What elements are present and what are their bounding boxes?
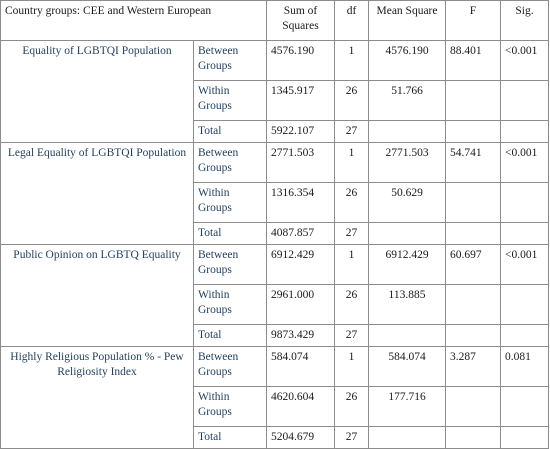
f-cell: 54.741 <box>445 142 501 183</box>
sig-cell <box>500 426 549 449</box>
sig-cell <box>500 80 549 121</box>
f-cell <box>445 426 501 449</box>
f-cell <box>445 80 501 121</box>
source-label: Within Groups <box>193 386 267 427</box>
table-row: Total 4087.857 27 <box>1 222 549 245</box>
sig-cell <box>500 324 549 347</box>
df-cell: 1 <box>334 40 369 81</box>
mean-square-cell: 50.629 <box>368 182 446 223</box>
f-cell <box>445 284 501 325</box>
mean-square-cell: 4576.190 <box>368 40 446 81</box>
table-row: Legal Equality of LGBTQI Population Betw… <box>0 142 549 245</box>
source-label: Between Groups <box>193 142 267 183</box>
sum-of-squares-cell: 5204.679 <box>266 426 335 449</box>
source-label: Total <box>193 324 267 347</box>
sig-cell: 0.081 <box>500 346 549 387</box>
variable-label: Legal Equality of LGBTQI Population <box>0 142 194 245</box>
source-label: Between Groups <box>193 346 267 387</box>
header-mean-square: Mean Square <box>368 0 446 41</box>
mean-square-cell: 6912.429 <box>368 244 446 285</box>
variable-label: Equality of LGBTQI Population <box>0 40 194 143</box>
source-label: Within Groups <box>193 182 267 223</box>
sum-of-squares-cell: 1345.917 <box>266 80 335 121</box>
df-cell: 1 <box>334 142 369 183</box>
df-cell: 1 <box>334 244 369 285</box>
df-cell: 26 <box>334 386 369 427</box>
table-caption: Country groups: CEE and Western European <box>0 0 267 41</box>
df-cell: 27 <box>334 426 369 449</box>
header-f: F <box>445 0 501 41</box>
source-label: Total <box>193 222 267 245</box>
table-row: Highly Religious Population % - Pew Reli… <box>0 346 549 449</box>
sum-of-squares-cell: 4087.857 <box>266 222 335 245</box>
source-label: Between Groups <box>193 40 267 81</box>
sig-cell <box>500 222 549 245</box>
sum-of-squares-cell: 2771.503 <box>266 142 335 183</box>
f-cell: 3.287 <box>445 346 501 387</box>
df-cell: 27 <box>334 324 369 347</box>
mean-square-cell: 51.766 <box>368 80 446 121</box>
mean-square-cell: 2771.503 <box>368 142 446 183</box>
source-label: Between Groups <box>193 244 267 285</box>
sig-cell: <0.001 <box>500 244 549 285</box>
source-label: Total <box>193 426 267 449</box>
mean-square-cell <box>368 426 446 449</box>
table-row: Within Groups 1316.354 26 50.629 <box>1 182 549 223</box>
sum-of-squares-cell: 5922.107 <box>266 120 335 143</box>
header-df: df <box>334 0 369 41</box>
mean-square-cell <box>368 222 446 245</box>
table-row: Public Opinion on LGBTQ Equality Between… <box>0 244 549 347</box>
sum-of-squares-cell: 4576.190 <box>266 40 335 81</box>
f-cell <box>445 324 501 347</box>
df-cell: 27 <box>334 120 369 143</box>
variable-label: Public Opinion on LGBTQ Equality <box>0 244 194 347</box>
f-cell: 60.697 <box>445 244 501 285</box>
mean-square-cell: 584.074 <box>368 346 446 387</box>
table-row: Within Groups 2961.000 26 113.885 <box>1 284 549 325</box>
source-label: Within Groups <box>193 80 267 121</box>
mean-square-cell: 177.716 <box>368 386 446 427</box>
sum-of-squares-cell: 1316.354 <box>266 182 335 223</box>
table-row: Within Groups 1345.917 26 51.766 <box>1 80 549 121</box>
source-label: Within Groups <box>193 284 267 325</box>
sig-cell <box>500 182 549 223</box>
f-cell <box>445 182 501 223</box>
variable-label: Highly Religious Population % - Pew Reli… <box>0 346 194 449</box>
df-cell: 26 <box>334 182 369 223</box>
df-cell: 27 <box>334 222 369 245</box>
f-cell <box>445 386 501 427</box>
df-cell: 26 <box>334 80 369 121</box>
sig-cell: <0.001 <box>500 142 549 183</box>
table-row: Equality of LGBTQI Population Between Gr… <box>0 40 549 143</box>
header-sum-of-squares: Sum of Squares <box>266 0 335 41</box>
f-cell: 88.401 <box>445 40 501 81</box>
table-row: Total 5922.107 27 <box>1 120 549 143</box>
df-cell: 26 <box>334 284 369 325</box>
mean-square-cell <box>368 120 446 143</box>
sig-cell <box>500 120 549 143</box>
sig-cell <box>500 386 549 427</box>
sum-of-squares-cell: 6912.429 <box>266 244 335 285</box>
sum-of-squares-cell: 2961.000 <box>266 284 335 325</box>
header-row: Country groups: CEE and Western European… <box>0 0 549 41</box>
f-cell <box>445 120 501 143</box>
mean-square-cell <box>368 324 446 347</box>
f-cell <box>445 222 501 245</box>
header-sig: Sig. <box>500 0 549 41</box>
sum-of-squares-cell: 9873.429 <box>266 324 335 347</box>
source-label: Total <box>193 120 267 143</box>
sum-of-squares-cell: 4620.604 <box>266 386 335 427</box>
mean-square-cell: 113.885 <box>368 284 446 325</box>
sum-of-squares-cell: 584.074 <box>266 346 335 387</box>
sig-cell <box>500 284 549 325</box>
df-cell: 1 <box>334 346 369 387</box>
sig-cell: <0.001 <box>500 40 549 81</box>
